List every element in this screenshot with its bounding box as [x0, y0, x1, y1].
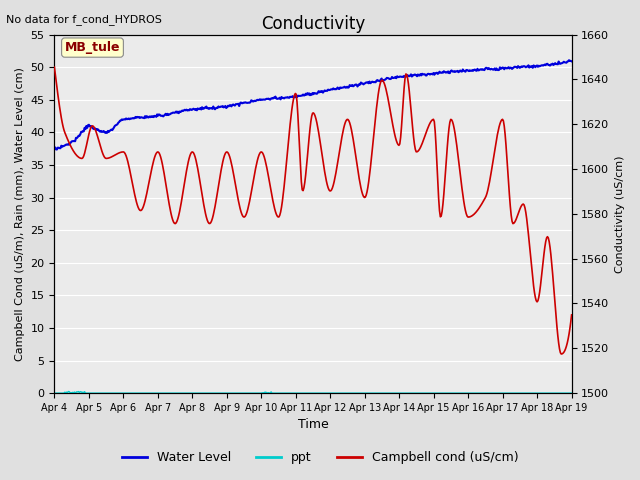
Y-axis label: Campbell Cond (uS/m), Rain (mm), Water Level (cm): Campbell Cond (uS/m), Rain (mm), Water L…	[15, 67, 25, 361]
Text: No data for f_cond_HYDROS: No data for f_cond_HYDROS	[6, 14, 163, 25]
Legend: Water Level, ppt, Campbell cond (uS/cm): Water Level, ppt, Campbell cond (uS/cm)	[116, 446, 524, 469]
X-axis label: Time: Time	[298, 419, 328, 432]
Y-axis label: Conductivity (uS/cm): Conductivity (uS/cm)	[615, 155, 625, 273]
Title: Conductivity: Conductivity	[261, 15, 365, 33]
Text: MB_tule: MB_tule	[65, 41, 120, 54]
